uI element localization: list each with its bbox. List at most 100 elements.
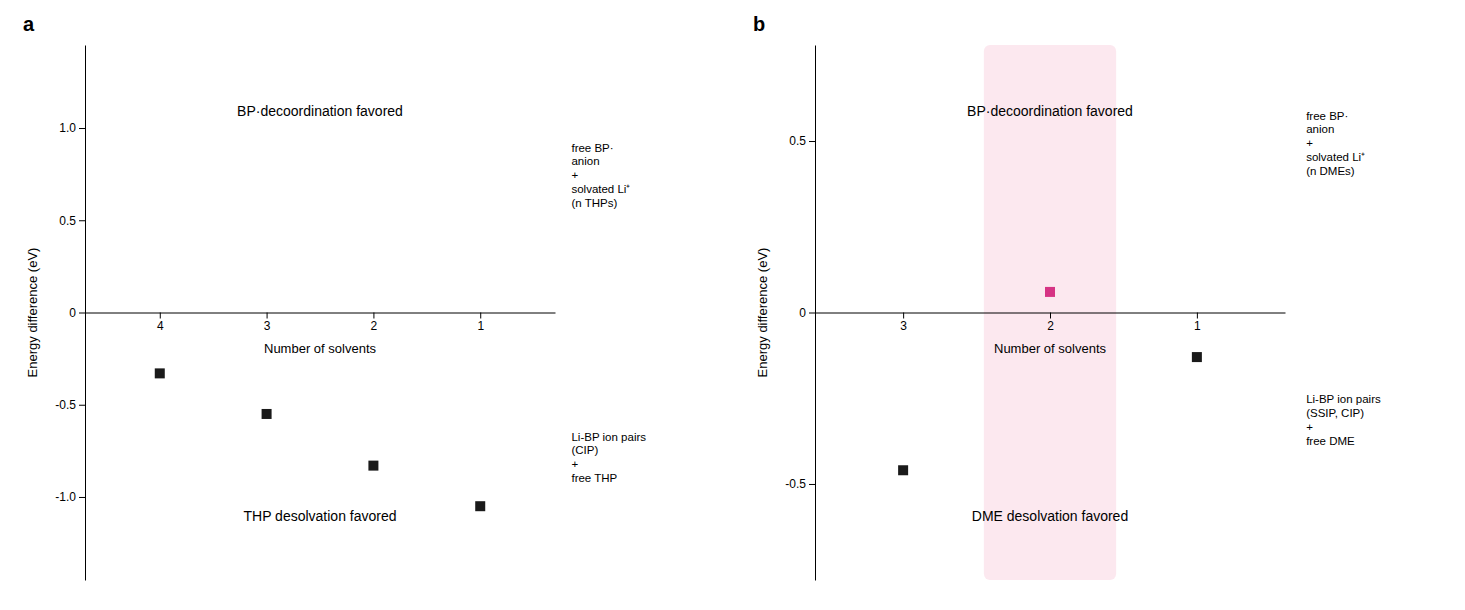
- y-axis-tick-mark: [79, 128, 85, 129]
- series: [898, 352, 1202, 475]
- y-axis-tick-mark: [79, 497, 85, 498]
- y-axis-tick: -0.5: [785, 477, 815, 491]
- side-label-bottom-line: Li-BP ion pairs: [571, 431, 646, 443]
- y-axis-tick-mark: [79, 220, 85, 221]
- x-axis: 4 3 2 1: [86, 313, 556, 334]
- point: [475, 501, 485, 511]
- side-label-bottom: Li-BP ion pairs(CIP) + free THP: [571, 431, 646, 484]
- y-axis-tick-label: -0.5: [785, 477, 806, 491]
- y-axis-tick-mark: [79, 405, 85, 406]
- x-axis-tick-mark: [267, 313, 268, 319]
- side-label-top-line: +: [571, 169, 578, 181]
- x-axis-title: Number of solvents: [264, 341, 376, 356]
- point: [155, 368, 165, 378]
- annotation-bottom: THP desolvation favored: [243, 508, 396, 524]
- x-axis-tick-label: 1: [1194, 319, 1201, 333]
- y-axis-tick: 0.5: [59, 214, 85, 228]
- side-label-top-line: solvated Li⁺: [1306, 151, 1365, 163]
- x-axis-tick-label: 3: [900, 319, 907, 333]
- x-axis-tick-mark: [480, 313, 481, 319]
- x-axis-tick-label: 1: [477, 319, 484, 333]
- point: [1045, 287, 1055, 297]
- side-label-bottom-line: +: [571, 458, 578, 470]
- y-axis-tick-mark: [809, 141, 815, 142]
- side-label-bottom-line: Li-BP ion pairs: [1306, 393, 1381, 405]
- annotation-top-line: BP·decoordination favored: [967, 103, 1133, 119]
- panel: -1.0 -0.5 0 0.5 1.0 4 3 2 1 Number of solvents Ene…: [23, 13, 646, 581]
- panel: -0.5 0 0.5 3 2 1 Number of solvents Energy diff…: [753, 13, 1381, 581]
- x-axis-tick: 3: [264, 313, 271, 334]
- point: [368, 461, 378, 471]
- panel-label: b: [753, 13, 765, 35]
- y-axis-title: Energy difference (eV): [755, 248, 770, 378]
- side-label-bottom-line: (SSIP, CIP): [1306, 407, 1364, 419]
- plot-area: [155, 368, 485, 511]
- point: [262, 409, 272, 419]
- x-axis-tick-mark: [1050, 313, 1051, 319]
- side-label-top-line: anion: [571, 155, 599, 167]
- y-axis-tick-label: 0: [799, 306, 806, 320]
- side-label-top-line: (n DMEs): [1306, 165, 1355, 177]
- figure: -1.0 -0.5 0 0.5 1.0 4 3 2 1 Number of solvents Ene…: [0, 0, 1465, 610]
- y-axis-tick-label: 1.0: [59, 121, 76, 135]
- y-axis-tick: -0.5: [55, 398, 85, 412]
- annotation-bottom-line: DME desolvation favored: [972, 508, 1128, 524]
- y-axis: -1.0 -0.5 0 0.5 1.0: [55, 46, 85, 581]
- y-axis: -0.5 0 0.5: [785, 46, 815, 581]
- side-label-top-line: (n THPs): [571, 197, 617, 209]
- y-axis-title: Energy difference (eV): [25, 248, 40, 378]
- point: [1192, 352, 1202, 362]
- series: [155, 368, 485, 511]
- side-label-top: free BP·anion + solvated Li⁺ (n DMEs): [1306, 110, 1365, 177]
- y-axis-tick: 1.0: [59, 121, 85, 135]
- y-axis-tick-label: 0: [69, 306, 76, 320]
- side-label-top: free BP·anion + solvated Li⁺ (n THPs): [571, 142, 630, 209]
- x-axis-tick: 1: [477, 313, 484, 334]
- side-label-bottom-line: free DME: [1306, 435, 1355, 447]
- side-label-bottom: Li-BP ion pairs (SSIP, CIP) + free DME: [1306, 393, 1381, 446]
- y-axis-tick-mark: [809, 484, 815, 485]
- y-axis-tick-label: 0.5: [789, 134, 806, 148]
- y-axis-tick-mark: [79, 313, 85, 314]
- x-axis-tick-label: 2: [371, 319, 378, 333]
- x-axis-tick: 4: [157, 313, 164, 334]
- x-axis-tick-mark: [903, 313, 904, 319]
- panel-label: a: [23, 13, 35, 35]
- side-label-top-line: anion: [1306, 123, 1334, 135]
- annotation-bottom: DME desolvation favored: [972, 508, 1128, 524]
- x-axis-tick-label: 3: [264, 319, 271, 333]
- y-axis-tick-label: 0.5: [59, 214, 76, 228]
- side-label-top-line: solvated Li⁺: [571, 183, 630, 195]
- side-label-bottom-line: (CIP): [571, 444, 598, 456]
- y-axis-tick-mark: [809, 313, 815, 314]
- x-axis-line: [86, 313, 556, 314]
- x-axis-tick-mark: [160, 313, 161, 319]
- x-axis-tick-label: 2: [1047, 319, 1054, 333]
- annotation-top-line: BP·decoordination favored: [237, 103, 403, 119]
- x-axis-tick-label: 4: [157, 319, 164, 333]
- annotation-bottom-line: THP desolvation favored: [243, 508, 396, 524]
- y-axis-tick: 0: [799, 306, 815, 320]
- side-label-top-line: free BP·: [1306, 110, 1348, 122]
- x-axis-tick: 2: [371, 313, 378, 334]
- annotation-top: BP·decoordination favored: [237, 103, 403, 119]
- x-axis-title: Number of solvents: [994, 341, 1106, 356]
- series: [1045, 287, 1055, 297]
- x-axis-tick: 2: [1047, 313, 1054, 334]
- x-axis: 3 2 1: [816, 313, 1286, 334]
- y-axis-tick: 0: [69, 306, 85, 320]
- x-axis-tick-mark: [373, 313, 374, 319]
- x-axis-tick-mark: [1197, 313, 1198, 319]
- y-axis-tick-label: -0.5: [55, 398, 76, 412]
- x-axis-tick: 3: [900, 313, 907, 334]
- x-axis-tick: 1: [1194, 313, 1201, 334]
- side-label-bottom-line: free THP: [571, 472, 617, 484]
- y-axis-tick-label: -1.0: [55, 490, 76, 504]
- side-label-bottom-line: +: [1306, 421, 1313, 433]
- point: [898, 465, 908, 475]
- y-axis-tick: -1.0: [55, 490, 85, 504]
- side-label-top-line: +: [1306, 137, 1313, 149]
- side-label-top-line: free BP·: [571, 142, 613, 154]
- y-axis-tick: 0.5: [789, 134, 815, 148]
- annotation-top: BP·decoordination favored: [967, 103, 1133, 119]
